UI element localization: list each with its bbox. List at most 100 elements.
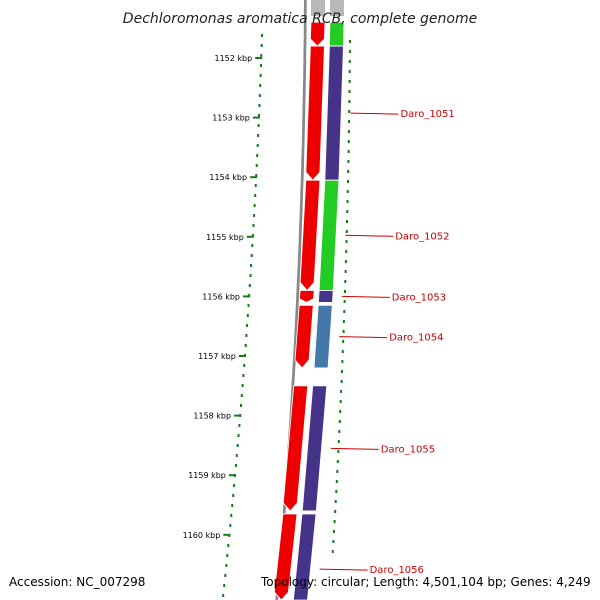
cog-segment: [324, 45, 344, 181]
tick-mark: [246, 235, 254, 238]
ruler-dot: [244, 344, 247, 347]
ruler-dot: [227, 544, 230, 547]
outer-ruler-dot: [348, 100, 351, 103]
outer-ruler-dot: [335, 480, 338, 483]
outer-ruler-dot: [337, 440, 340, 443]
outer-ruler-dot: [344, 270, 347, 273]
outer-ruler-dot: [333, 520, 336, 523]
accession-text: Accession: NC_007298: [9, 575, 146, 589]
outer-ruler-dot: [339, 400, 342, 403]
ruler-dot: [256, 144, 259, 147]
outer-ruler-dot: [336, 460, 339, 463]
tick-mark: [250, 176, 258, 179]
ruler-dot: [258, 94, 261, 97]
ruler-dot: [235, 454, 238, 457]
tick-mark: [234, 414, 242, 417]
ruler-dot: [242, 374, 245, 377]
outer-ruler-dot: [338, 430, 341, 433]
tick-mark: [238, 355, 246, 357]
ruler-dot: [260, 44, 263, 47]
ruler-dot: [261, 34, 263, 37]
ruler-dot: [253, 204, 256, 207]
gene-arrow: [294, 304, 314, 369]
outer-ruler-dot: [340, 390, 343, 393]
cog-segment: [292, 513, 317, 600]
cog-segment: [318, 179, 340, 291]
outer-ruler-dot: [347, 130, 350, 133]
ruler-dot: [253, 214, 256, 217]
outer-ruler-dot: [348, 70, 351, 73]
gene-label: Daro_1056: [370, 565, 424, 576]
gene-arrow: [299, 290, 315, 303]
ruler-dot: [255, 174, 258, 177]
outer-ruler-dot: [341, 360, 344, 363]
outer-ruler-dot: [347, 150, 350, 153]
ruler-dot: [260, 54, 263, 57]
ruler-dot: [251, 244, 254, 247]
gene-arrow: [299, 179, 321, 292]
ruler-dot: [240, 394, 243, 397]
tick-label: 1153 kbp: [212, 114, 250, 123]
tick-label: 1158 kbp: [193, 412, 231, 421]
ruler-dot: [237, 434, 240, 437]
tick-mark: [228, 474, 236, 477]
outer-ruler-dot: [347, 140, 350, 143]
gene-labels: Daro_1051 Daro_1052 Daro_1053 Daro_1054 Daro…: [319, 109, 455, 576]
outer-ruler-dot: [346, 210, 349, 213]
gene-label: Daro_1053: [392, 292, 446, 303]
ruler-dot: [247, 304, 250, 307]
ruler-dot: [249, 274, 252, 277]
outer-ruler-dot: [348, 80, 351, 83]
ruler-dot: [257, 124, 260, 127]
ruler-dot: [250, 254, 253, 257]
ruler-dot: [252, 224, 255, 227]
outer-ruler-dot: [333, 530, 335, 533]
map-title: Dechloromonas aromatica RCB, complete ge…: [123, 11, 477, 27]
outer-ruler-dot: [344, 290, 346, 293]
outer-ruler-dot: [347, 160, 350, 163]
ruler-dot: [234, 464, 237, 467]
outer-ruler-dot: [339, 410, 342, 413]
ruler-dot: [260, 64, 262, 67]
gene-arrow: [273, 513, 298, 600]
outer-ruler-dot: [345, 250, 348, 253]
gene-tracks: [273, 0, 345, 600]
label-leader: [319, 568, 368, 571]
gene-label: Daro_1054: [389, 333, 443, 344]
outer-ruler-dot: [342, 340, 345, 343]
outer-ruler-dot: [346, 200, 349, 203]
outer-ruler-dot: [346, 190, 349, 193]
outer-ruler-dot: [348, 120, 351, 123]
outer-ruler-dot: [343, 310, 346, 313]
gene-label: Daro_1051: [400, 109, 454, 120]
ruler-dot: [238, 424, 241, 427]
topology-text: Topology: circular; Length: 4,501,104 bp…: [261, 575, 591, 589]
ruler-dot: [232, 494, 235, 497]
outer-ruler-dot: [348, 50, 351, 53]
ruler-dot: [225, 564, 228, 567]
ruler-dot: [226, 554, 229, 557]
outer-ruler-dot: [337, 450, 340, 453]
ruler-dot: [258, 114, 260, 117]
outer-ruler-dot: [331, 550, 334, 553]
ruler-dot: [246, 314, 249, 317]
ruler-dot: [258, 104, 261, 107]
outer-ruler-dot: [332, 540, 335, 543]
ruler-dot: [259, 84, 262, 87]
outer-ruler-dot: [347, 170, 350, 173]
ruler-dot: [236, 444, 239, 447]
ruler-dot: [233, 484, 236, 487]
outer-ruler-dot: [346, 220, 348, 223]
outer-ruler-dot: [334, 500, 337, 503]
outer-ruler-dot: [345, 240, 348, 243]
ruler-dot: [254, 184, 257, 187]
outer-ruler-dot: [344, 260, 347, 263]
tick-label: 1157 kbp: [198, 352, 236, 361]
outer-ruler-dots: [331, 40, 351, 553]
gene-arrow: [305, 45, 325, 181]
kbp-ruler: 1152 kbp 1153 kbp 1154 kbp 1155 kbp 1156 kbp…: [183, 54, 263, 540]
outer-ruler-dot: [338, 420, 341, 423]
ruler-dot: [243, 364, 246, 367]
